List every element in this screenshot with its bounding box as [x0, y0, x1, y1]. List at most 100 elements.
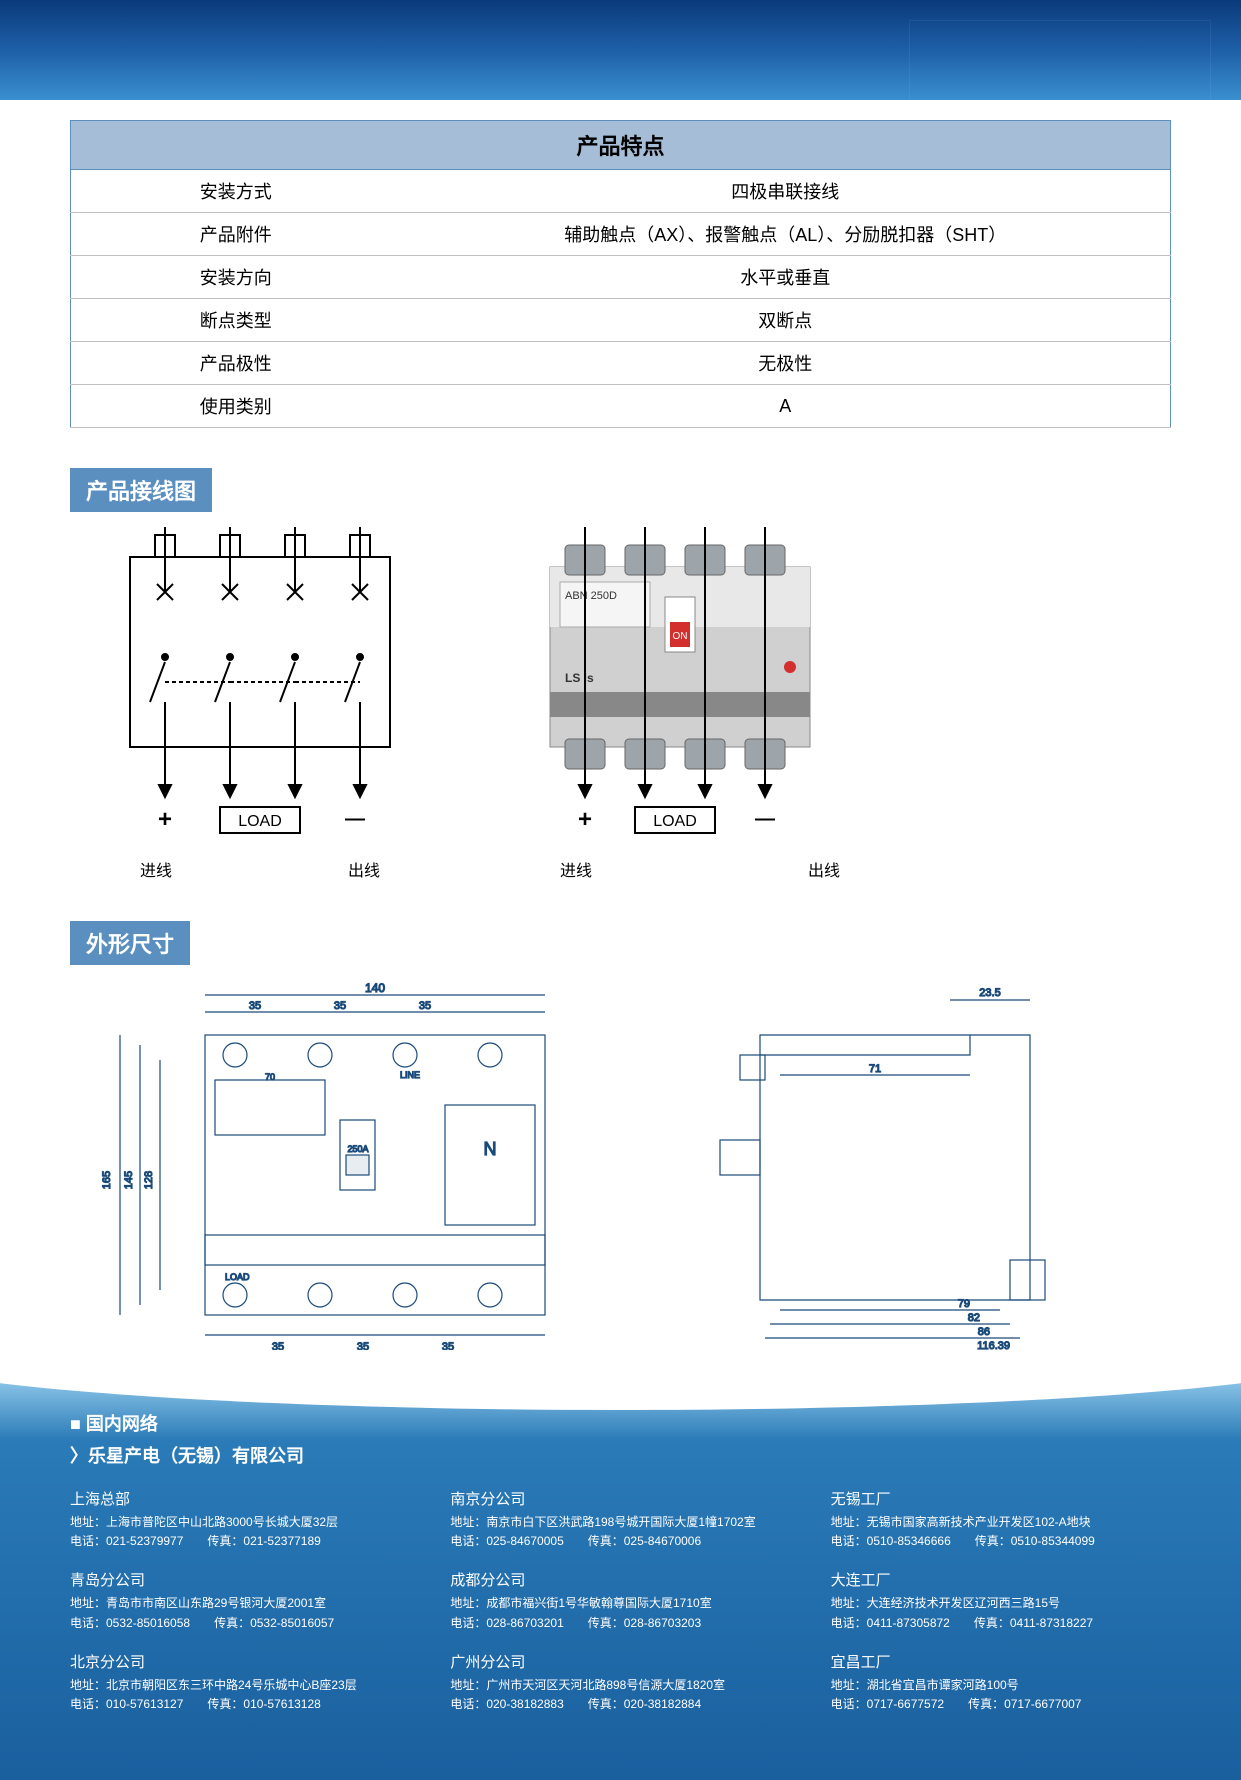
product-model: ABN 250D	[565, 590, 617, 602]
spec-value: A	[401, 385, 1171, 428]
office-address: 地址：上海市普陀区中山北路3000号长城大厦32层	[70, 1513, 410, 1532]
content-area: 产品特点 安装方式四极串联接线产品附件辅助触点（AX）、报警触点（AL）、分励脱…	[0, 100, 1241, 1380]
office-block: 上海总部地址：上海市普陀区中山北路3000号长城大厦32层电话：021-5237…	[70, 1488, 410, 1551]
svg-text:35: 35	[419, 1000, 431, 1012]
svg-text:145: 145	[123, 1171, 135, 1189]
svg-text:LINE: LINE	[400, 1070, 420, 1080]
load-label: LOAD	[238, 813, 282, 830]
dim-side-svg: 23.5 71 79 82 86	[670, 980, 1090, 1360]
office-contact: 电话：0510-85346666 传真：0510-85344099	[831, 1532, 1171, 1551]
office-name: 宜昌工厂	[831, 1651, 1171, 1672]
svg-text:165: 165	[101, 1171, 113, 1189]
office-name: 北京分公司	[70, 1651, 410, 1672]
on-label: ON	[673, 631, 688, 642]
spec-table-title: 产品特点	[71, 121, 1171, 170]
brand-label: LS is	[565, 671, 594, 685]
office-address: 地址：南京市白下区洪武路198号城开国际大厦1幢1702室	[450, 1513, 790, 1532]
minus-label-2: —	[755, 808, 775, 830]
office-contact: 电话：021-52379977 传真：021-52377189	[70, 1532, 410, 1551]
office-contact: 电话：010-57613127 传真：010-57613128	[70, 1695, 410, 1714]
wiring-schematic: LOAD + — 进线 出线	[70, 527, 450, 881]
spec-value: 辅助触点（AX）、报警触点（AL）、分励脱扣器（SHT）	[401, 213, 1171, 256]
office-address: 地址：广州市天河区天河北路898号信源大厦1820室	[450, 1676, 790, 1695]
office-address: 地址：无锡市国家高新技术产业开发区102-A地块	[831, 1513, 1171, 1532]
office-name: 无锡工厂	[831, 1488, 1171, 1509]
table-row: 安装方向水平或垂直	[71, 256, 1171, 299]
table-row: 产品附件辅助触点（AX）、报警触点（AL）、分励脱扣器（SHT）	[71, 213, 1171, 256]
footer: ■ 国内网络 〉乐星产电（无锡）有限公司 上海总部地址：上海市普陀区中山北路30…	[0, 1380, 1241, 1780]
office-name: 广州分公司	[450, 1651, 790, 1672]
dimension-diagrams: 140 35 35 35 70	[70, 980, 1171, 1360]
office-block: 无锡工厂地址：无锡市国家高新技术产业开发区102-A地块电话：0510-8534…	[831, 1488, 1171, 1551]
table-row: 安装方式四极串联接线	[71, 170, 1171, 213]
wiring-diagrams: LOAD + — 进线 出线	[70, 527, 1171, 881]
spec-value: 双断点	[401, 299, 1171, 342]
office-block: 广州分公司地址：广州市天河区天河北路898号信源大厦1820室电话：020-38…	[450, 1651, 790, 1714]
section-wiring-tag: 产品接线图	[70, 468, 212, 512]
office-address: 地址：成都市福兴街1号华敏翰尊国际大厦1710室	[450, 1594, 790, 1613]
office-contact: 电话：028-86703201 传真：028-86703203	[450, 1614, 790, 1633]
offices-grid: 上海总部地址：上海市普陀区中山北路3000号长城大厦32层电话：021-5237…	[70, 1488, 1171, 1714]
office-name: 上海总部	[70, 1488, 410, 1509]
spec-value: 四极串联接线	[401, 170, 1171, 213]
product-out-label: 出线	[808, 857, 840, 881]
svg-text:N: N	[484, 1139, 497, 1159]
schematic-out-label: 出线	[348, 857, 380, 881]
office-name: 成都分公司	[450, 1569, 790, 1590]
spec-label: 产品附件	[71, 213, 401, 256]
spec-value: 无极性	[401, 342, 1171, 385]
spec-label: 断点类型	[71, 299, 401, 342]
wiring-product-svg: ABN 250D ON LS is	[510, 527, 890, 857]
office-contact: 电话：0411-87305872 传真：0411-87318227	[831, 1614, 1171, 1633]
office-address: 地址：北京市朝阳区东三环中路24号乐城中心B座23层	[70, 1676, 410, 1695]
top-banner	[0, 0, 1241, 100]
plus-label: +	[158, 806, 172, 833]
table-row: 产品极性无极性	[71, 342, 1171, 385]
office-contact: 电话：025-84670005 传真：025-84670006	[450, 1532, 790, 1551]
svg-text:82: 82	[968, 1312, 980, 1324]
svg-text:128: 128	[143, 1171, 155, 1189]
schematic-in-label: 进线	[140, 857, 172, 881]
spec-value: 水平或垂直	[401, 256, 1171, 299]
office-address: 地址：湖北省宜昌市谭家河路100号	[831, 1676, 1171, 1695]
office-address: 地址：大连经济技术开发区辽河西三路15号	[831, 1594, 1171, 1613]
office-name: 青岛分公司	[70, 1569, 410, 1590]
svg-text:79: 79	[958, 1298, 970, 1310]
office-contact: 电话：0532-85016058 传真：0532-85016057	[70, 1614, 410, 1633]
svg-text:35: 35	[334, 1000, 346, 1012]
footer-subheading: 〉乐星产电（无锡）有限公司	[70, 1442, 1171, 1468]
plus-label-2: +	[578, 806, 592, 833]
wiring-schematic-svg: LOAD + —	[70, 527, 450, 857]
footer-heading: ■ 国内网络	[70, 1410, 1171, 1436]
dim-front-svg: 140 35 35 35 70	[70, 980, 630, 1360]
wiring-product: ABN 250D ON LS is	[510, 527, 890, 881]
svg-text:71: 71	[869, 1063, 881, 1075]
section-dims-tag: 外形尺寸	[70, 921, 190, 965]
svg-text:23.5: 23.5	[979, 987, 1000, 999]
office-name: 南京分公司	[450, 1488, 790, 1509]
office-contact: 电话：0717-6677572 传真：0717-6677007	[831, 1695, 1171, 1714]
svg-text:LOAD: LOAD	[225, 1272, 250, 1282]
spec-table: 产品特点 安装方式四极串联接线产品附件辅助触点（AX）、报警触点（AL）、分励脱…	[70, 120, 1171, 428]
svg-text:250A: 250A	[347, 1144, 368, 1154]
office-block: 南京分公司地址：南京市白下区洪武路198号城开国际大厦1幢1702室电话：025…	[450, 1488, 790, 1551]
spec-label: 产品极性	[71, 342, 401, 385]
spec-label: 使用类别	[71, 385, 401, 428]
svg-text:140: 140	[365, 981, 385, 995]
table-row: 断点类型双断点	[71, 299, 1171, 342]
office-name: 大连工厂	[831, 1569, 1171, 1590]
office-block: 成都分公司地址：成都市福兴街1号华敏翰尊国际大厦1710室电话：028-8670…	[450, 1569, 790, 1632]
office-block: 青岛分公司地址：青岛市市南区山东路29号银河大厦2001室电话：0532-850…	[70, 1569, 410, 1632]
office-block: 大连工厂地址：大连经济技术开发区辽河西三路15号电话：0411-87305872…	[831, 1569, 1171, 1632]
spec-label: 安装方向	[71, 256, 401, 299]
office-address: 地址：青岛市市南区山东路29号银河大厦2001室	[70, 1594, 410, 1613]
minus-label: —	[345, 808, 365, 830]
svg-text:86: 86	[978, 1326, 990, 1338]
product-in-label: 进线	[560, 857, 592, 881]
office-block: 宜昌工厂地址：湖北省宜昌市谭家河路100号电话：0717-6677572 传真：…	[831, 1651, 1171, 1714]
table-row: 使用类别A	[71, 385, 1171, 428]
svg-text:35: 35	[249, 1000, 261, 1012]
spec-label: 安装方式	[71, 170, 401, 213]
office-contact: 电话：020-38182883 传真：020-38182884	[450, 1695, 790, 1714]
svg-text:70: 70	[265, 1072, 275, 1082]
